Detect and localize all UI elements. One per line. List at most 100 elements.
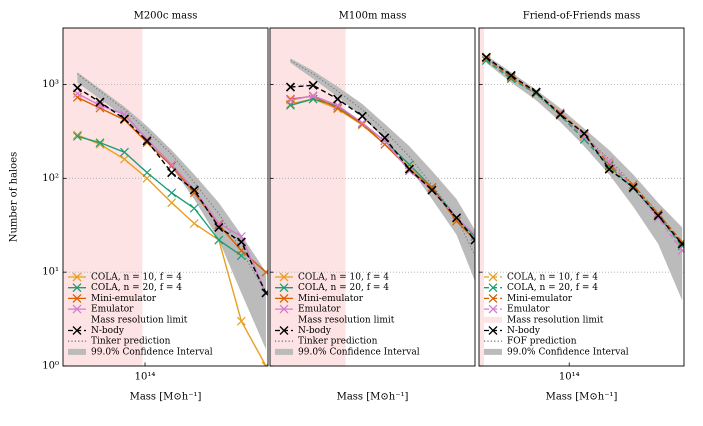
marker xyxy=(261,267,268,277)
marker xyxy=(189,219,199,228)
legend-label: Mini-emulator xyxy=(298,294,364,304)
legend-label: Mini-emulator xyxy=(91,294,157,304)
legend-swatch xyxy=(484,348,502,355)
x-tick-label: 10¹⁴ xyxy=(135,372,156,383)
marker xyxy=(72,83,82,93)
marker xyxy=(579,131,589,141)
legend-label: 99.0% Confidence Interval xyxy=(91,347,213,357)
legend-label: COLA, n = 10, f = 4 xyxy=(91,273,182,283)
legend-label: Mass resolution limit xyxy=(298,315,395,325)
marker xyxy=(119,114,130,124)
legend-label: COLA, n = 20, f = 4 xyxy=(507,283,598,293)
marker xyxy=(506,70,516,80)
marker xyxy=(357,118,367,128)
marker xyxy=(357,111,367,121)
x-tick-label: 10¹⁴ xyxy=(559,372,580,383)
series-line xyxy=(77,73,267,294)
marker xyxy=(677,246,684,255)
marker xyxy=(380,136,390,146)
y-axis-label: Number of haloes xyxy=(9,152,20,243)
marker xyxy=(308,91,318,101)
x-axis-label: Mass [M⊙h⁻¹] xyxy=(337,392,409,403)
resolution-region xyxy=(479,28,485,366)
marker xyxy=(95,138,105,148)
legend-label: Emulator xyxy=(507,305,550,315)
marker xyxy=(286,95,295,105)
legend-label: COLA, n = 10, f = 4 xyxy=(507,273,598,283)
legend-marker xyxy=(488,283,498,293)
axes-frame xyxy=(62,27,269,367)
panel xyxy=(270,28,475,366)
marker xyxy=(404,164,414,174)
marker xyxy=(333,94,343,104)
y-tick-label: 10⁰ xyxy=(42,361,59,372)
marker xyxy=(427,182,437,192)
legend-marker xyxy=(72,272,82,282)
marker xyxy=(167,198,177,208)
marker xyxy=(677,237,684,247)
marker xyxy=(286,94,295,104)
legend-label: 99.0% Confidence Interval xyxy=(298,347,420,357)
legend-marker xyxy=(72,326,82,335)
marker xyxy=(481,52,491,62)
panel xyxy=(479,28,684,366)
x-axis-label: Mass [M⊙h⁻¹] xyxy=(130,392,202,403)
panel-title: Friend-of-Friends mass xyxy=(523,11,641,22)
marker xyxy=(653,209,663,219)
marker xyxy=(214,222,224,232)
marker xyxy=(120,154,129,164)
marker xyxy=(167,168,177,178)
legend-swatch xyxy=(275,316,293,323)
marker xyxy=(555,109,565,119)
legend-marker xyxy=(279,272,289,282)
marker xyxy=(285,82,296,92)
marker xyxy=(604,161,614,171)
marker xyxy=(452,216,462,226)
y-tick-label: 10³ xyxy=(42,79,59,90)
marker xyxy=(189,188,199,198)
marker xyxy=(142,136,152,146)
marker xyxy=(142,134,152,144)
legend-marker xyxy=(72,304,82,314)
x-axis-label: Mass [M⊙h⁻¹] xyxy=(546,392,618,403)
legend-label: N-body xyxy=(91,326,125,336)
legend-marker xyxy=(488,272,498,282)
marker xyxy=(452,213,462,223)
legend-label: COLA, n = 10, f = 4 xyxy=(298,273,389,283)
marker xyxy=(95,100,105,110)
marker xyxy=(506,72,516,82)
marker xyxy=(142,168,152,178)
marker xyxy=(427,185,437,195)
legend-label: Mass resolution limit xyxy=(91,315,188,325)
marker xyxy=(404,166,414,176)
marker xyxy=(261,288,268,298)
marker xyxy=(189,185,199,195)
legend-label: Emulator xyxy=(298,305,341,315)
marker xyxy=(653,211,663,221)
legend-label: N-body xyxy=(507,326,541,336)
marker xyxy=(579,128,589,139)
legend-marker xyxy=(279,283,289,293)
legend-label: N-body xyxy=(298,326,332,336)
marker xyxy=(214,235,224,245)
series-line xyxy=(485,59,683,247)
legend-label: Mass resolution limit xyxy=(507,315,604,325)
marker xyxy=(308,80,318,90)
legend-marker xyxy=(488,304,498,314)
marker xyxy=(261,361,268,366)
legend-label: 99.0% Confidence Interval xyxy=(507,347,629,357)
marker xyxy=(167,160,177,170)
marker xyxy=(380,133,390,143)
legend-label: FOF prediction xyxy=(507,337,577,347)
legend-marker xyxy=(279,326,289,335)
marker xyxy=(189,203,199,213)
axes-frame xyxy=(478,27,685,367)
legend-swatch xyxy=(484,316,502,323)
marker xyxy=(677,239,684,249)
legend-label: Tinker prediction xyxy=(298,337,378,347)
legend-label: Emulator xyxy=(91,305,134,315)
marker xyxy=(214,219,224,228)
legend-marker xyxy=(72,293,82,303)
legend-marker xyxy=(279,293,289,303)
marker xyxy=(95,97,105,107)
